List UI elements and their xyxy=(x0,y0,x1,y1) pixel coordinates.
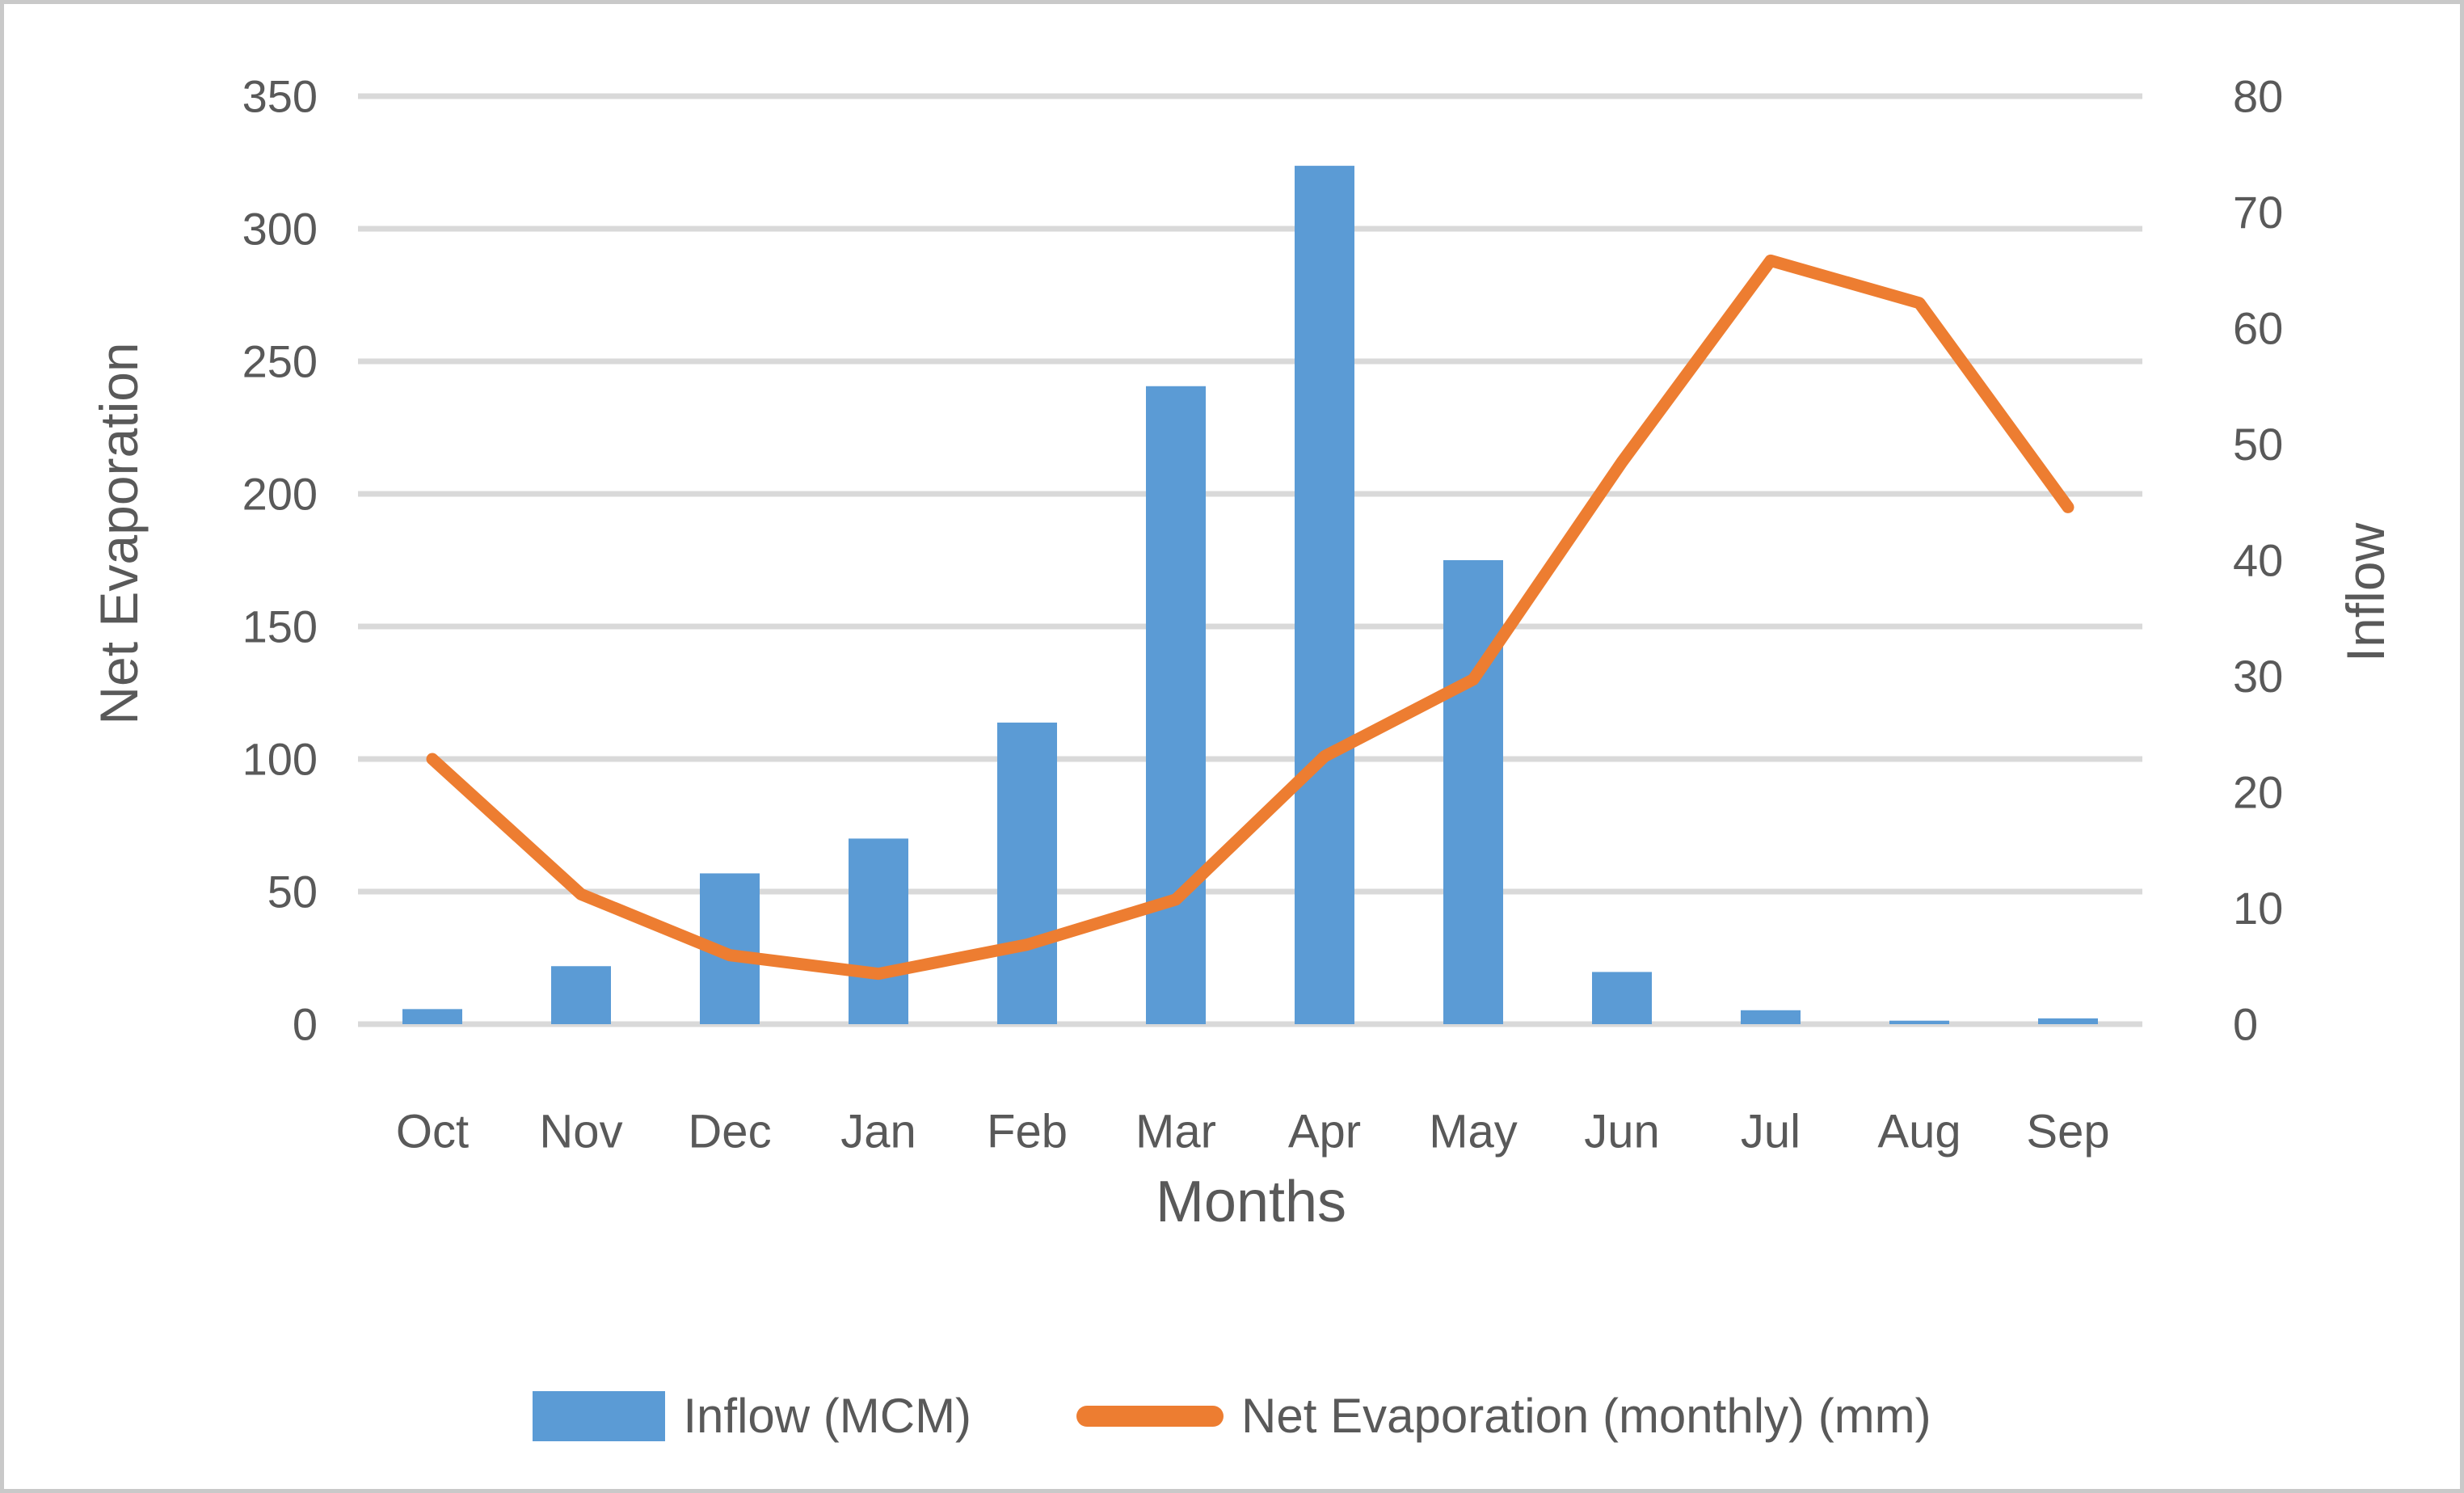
x-tick-dec: Dec xyxy=(688,1106,771,1158)
bar-oct xyxy=(402,1009,462,1024)
x-tick-feb: Feb xyxy=(987,1106,1068,1158)
legend-item-inflow: Inflow (MCM) xyxy=(533,1388,971,1444)
bar-feb xyxy=(997,722,1057,1024)
bar-nov xyxy=(551,966,611,1024)
legend-label-net-evaporation: Net Evaporation (monthly) (mm) xyxy=(1241,1389,1931,1443)
bar-jun xyxy=(1592,972,1652,1024)
legend-line-swatch-icon xyxy=(1076,1405,1224,1427)
legend-bar-swatch-icon xyxy=(533,1390,666,1441)
x-tick-aug: Aug xyxy=(1877,1106,1961,1158)
left-axis-tick-350: 350 xyxy=(242,71,318,122)
bar-sep xyxy=(2038,1018,2098,1024)
right-axis-tick-0: 0 xyxy=(2233,999,2258,1050)
x-tick-may: May xyxy=(1429,1106,1518,1158)
bar-apr xyxy=(1295,166,1354,1025)
x-tick-jun: Jun xyxy=(1584,1106,1660,1158)
x-tick-apr: Apr xyxy=(1288,1106,1361,1158)
x-tick-mar: Mar xyxy=(1135,1106,1216,1158)
right-axis-tick-40: 40 xyxy=(2233,535,2283,586)
net-evaporation-line xyxy=(426,254,2074,981)
right-axis-tick-50: 50 xyxy=(2233,419,2283,470)
x-tick-oct: Oct xyxy=(396,1106,469,1158)
combo-chart-plot: 0 50 100 150 200 250 300 350 0 10 20 30 40 50 60 70 80 Oc… xyxy=(242,71,2284,1158)
left-axis-tick-50: 50 xyxy=(267,867,318,917)
right-axis-tick-60: 60 xyxy=(2233,303,2283,354)
x-tick-sep: Sep xyxy=(2026,1106,2109,1158)
legend: Inflow (MCM) Net Evaporation (monthly) (… xyxy=(4,1388,2460,1444)
right-axis-title: Inflow xyxy=(2336,522,2395,663)
legend-label-inflow: Inflow (MCM) xyxy=(683,1389,972,1443)
right-axis-tick-20: 20 xyxy=(2233,767,2283,818)
left-axis-tick-0: 0 xyxy=(293,999,318,1050)
left-axis-tick-300: 300 xyxy=(242,204,318,255)
left-axis-tick-200: 200 xyxy=(242,469,318,520)
bar-mar xyxy=(1146,386,1206,1024)
bar-jan xyxy=(849,838,908,1024)
legend-item-net-evaporation: Net Evaporation (monthly) (mm) xyxy=(1076,1388,1931,1444)
bar-jul xyxy=(1741,1010,1801,1024)
x-tick-jan: Jan xyxy=(840,1106,916,1158)
bar-aug xyxy=(1889,1020,1949,1024)
right-axis-tick-10: 10 xyxy=(2233,883,2283,934)
bar-may xyxy=(1443,560,1503,1024)
right-axis-tick-30: 30 xyxy=(2233,651,2283,702)
left-axis-tick-100: 100 xyxy=(242,734,318,785)
x-tick-nov: Nov xyxy=(539,1106,622,1158)
x-tick-jul: Jul xyxy=(1741,1106,1801,1158)
left-axis-tick-150: 150 xyxy=(242,601,318,652)
left-axis-title: Net Evaporation xyxy=(89,342,149,725)
right-axis-tick-80: 80 xyxy=(2233,71,2283,122)
right-axis-tick-70: 70 xyxy=(2233,187,2283,238)
x-axis-title: Months xyxy=(1155,1170,1347,1234)
left-axis-tick-250: 250 xyxy=(242,336,318,387)
